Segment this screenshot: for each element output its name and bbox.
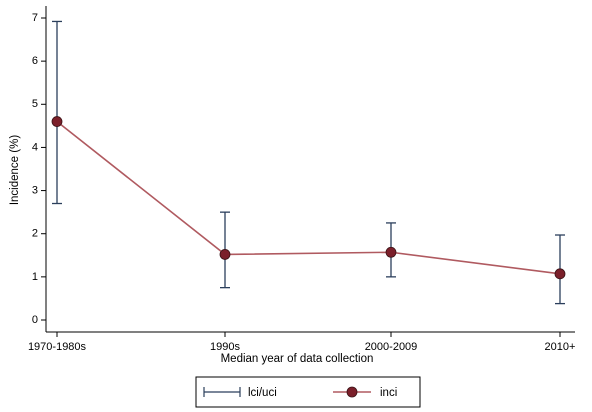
legend-item-inci: inci	[333, 386, 397, 399]
y-tick-label: 1	[32, 271, 38, 283]
x-tick-label: 2010+	[545, 341, 576, 353]
y-tick-label: 4	[32, 141, 38, 153]
y-tick-label: 0	[32, 314, 38, 326]
x-axis-title: Median year of data collection	[221, 353, 374, 365]
legend-inci-label: inci	[380, 387, 397, 399]
legend-ci-label: lci/uci	[248, 387, 277, 399]
legend-inci-marker-dot	[346, 386, 358, 398]
inci-point	[385, 246, 397, 258]
y-tick-label: 6	[32, 55, 38, 67]
inci-points	[51, 116, 566, 280]
plot-area: 0 1 2 3 4 5 6 7 1970-1980s 1990s 2000-2009 2010+	[28, 6, 576, 353]
x-tick-label: 1990s	[210, 341, 240, 353]
y-tick-label: 2	[32, 228, 38, 240]
inci-point	[554, 268, 566, 280]
inci-line	[56, 120, 561, 275]
y-axis-title: Incidence (%)	[9, 135, 21, 205]
inci-point	[51, 116, 63, 127]
inci-series-line	[56, 120, 561, 275]
legend: lci/uci inci	[195, 376, 421, 408]
y-ticks: 0 1 2 3 4 5 6 7	[32, 12, 46, 326]
legend-item-ci: lci/uci	[203, 387, 277, 399]
y-tick-label: 7	[32, 12, 38, 24]
inci-point	[219, 249, 231, 260]
y-tick-label: 3	[32, 184, 38, 196]
x-ticks: 1970-1980s 1990s 2000-2009 2010+	[28, 332, 576, 353]
ci-error-bars	[52, 20, 565, 305]
x-tick-label: 1970-1980s	[28, 341, 87, 353]
y-tick-label: 5	[32, 98, 38, 110]
x-tick-label: 2000-2009	[365, 341, 418, 353]
